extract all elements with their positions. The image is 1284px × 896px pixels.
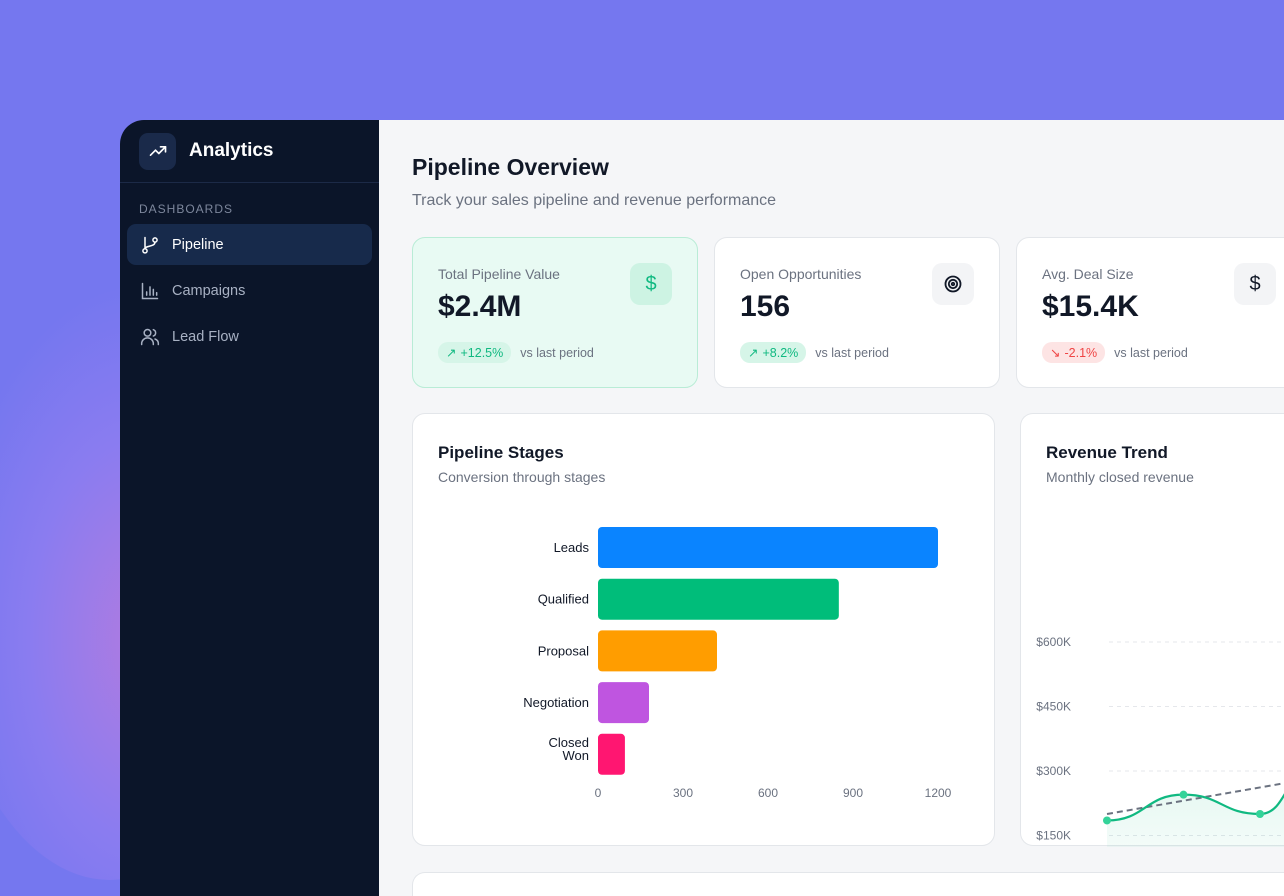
kpi-label: Avg. Deal Size: [1042, 266, 1134, 282]
bar-label: Leads: [554, 540, 590, 555]
kpi-note: vs last period: [1114, 345, 1188, 360]
bar-label: Proposal: [538, 643, 589, 658]
bar-chart-icon: [141, 282, 159, 299]
sidebar-item-lead-flow[interactable]: Lead Flow: [127, 316, 372, 357]
bar-leads: [598, 527, 938, 568]
bar-negotiation: [598, 682, 649, 724]
x-tick-label: 0: [595, 786, 602, 800]
kpi-card-total-pipeline: Total Pipeline Value $2.4M $ ↗ +12.5% vs l…: [412, 237, 698, 388]
revenue-trend-card: Revenue Trend Monthly closed revenue $0K…: [1020, 413, 1284, 847]
revenue-area: [1107, 794, 1284, 847]
change-value: +8.2%: [762, 345, 799, 360]
sidebar-item-label: Campaigns: [172, 282, 246, 299]
card-subtitle: Conversion through stages: [438, 469, 606, 485]
bottom-card: [412, 872, 1284, 896]
trend-line: [1106, 782, 1284, 815]
app-title: Analytics: [189, 140, 274, 161]
dollar-icon: $: [630, 263, 672, 305]
trending-up-icon: ↗: [748, 346, 759, 360]
pipeline-stages-card: Pipeline Stages Conversion through stage…: [412, 413, 995, 846]
change-badge: ↘ -2.1%: [1042, 342, 1106, 363]
card-subtitle: Monthly closed revenue: [1046, 469, 1194, 485]
bar-closed-won: [598, 733, 625, 775]
change-value: +12.5%: [460, 345, 504, 360]
bar-qualified: [598, 578, 839, 620]
bar-label: Closed: [549, 735, 589, 750]
card-title: Pipeline Stages: [438, 443, 564, 462]
y-tick-label: $600K: [1036, 635, 1071, 649]
pipeline-stages-chart: Leads Qualified Proposal Negotiation ClosedW…: [523, 527, 952, 800]
revenue-trend-chart: $0K$150K$300K$450K$600KJulAugSep: [1036, 635, 1284, 847]
page-title: Pipeline Overview: [412, 154, 609, 180]
users-icon: [140, 328, 160, 345]
y-tick-label: $150K: [1036, 829, 1071, 843]
change-badge: ↗ +8.2%: [740, 342, 807, 363]
section-label: DASHBOARDS: [139, 202, 234, 216]
x-tick-label: 600: [758, 786, 778, 800]
sidebar-nav: Pipeline Campaigns Lead Flow: [127, 224, 372, 357]
sidebar-item-pipeline[interactable]: Pipeline: [127, 224, 372, 265]
brand: Analytics: [120, 120, 379, 183]
kpi-value: 156: [740, 290, 791, 323]
trending-down-icon: ↘: [1050, 346, 1061, 360]
card-title: Revenue Trend: [1046, 443, 1168, 462]
kpi-value: $2.4M: [438, 290, 522, 323]
bar-label: Negotiation: [523, 695, 589, 710]
trending-up-icon: [139, 132, 176, 170]
main-content: Pipeline Overview Track your sales pipel…: [379, 120, 1284, 896]
kpi-card-avg-deal-size: Avg. Deal Size $15.4K $ ↘ -2.1% vs last pe…: [1016, 237, 1284, 388]
bar-proposal: [598, 630, 717, 672]
data-point-aug: [1179, 790, 1188, 799]
app-window: Analytics DASHBOARDS Pipeline Campaigns …: [120, 120, 1284, 896]
sidebar: Analytics DASHBOARDS Pipeline Campaigns …: [120, 120, 379, 896]
x-tick-label: 300: [673, 786, 693, 800]
y-tick-label: $450K: [1036, 700, 1071, 714]
kpi-label: Total Pipeline Value: [438, 266, 560, 282]
data-point-sep: [1256, 810, 1264, 818]
sidebar-item-campaigns[interactable]: Campaigns: [127, 270, 372, 311]
sidebar-item-label: Lead Flow: [172, 328, 239, 345]
x-tick-label: 1200: [925, 786, 952, 800]
bar-label: Won: [563, 748, 590, 763]
x-tick-label: 900: [843, 786, 863, 800]
dollar-icon: $: [1234, 263, 1276, 305]
y-tick-label: $300K: [1036, 764, 1071, 778]
data-point-jul: [1103, 816, 1111, 825]
kpi-value: $15.4K: [1042, 290, 1139, 323]
change-badge: ↗ +12.5%: [438, 342, 512, 363]
change-value: -2.1%: [1064, 345, 1098, 360]
kpi-note: vs last period: [520, 345, 594, 360]
page-subtitle: Track your sales pipeline and revenue pe…: [412, 192, 777, 209]
kpi-note: vs last period: [815, 345, 889, 360]
revenue-line: [1106, 793, 1284, 822]
kpi-card-open-opportunities: Open Opportunities 156 ↗ +8.2% vs last per…: [714, 237, 1000, 388]
target-icon: [932, 263, 974, 305]
git-branch-icon: [142, 236, 158, 254]
trending-up-icon: ↗: [446, 346, 457, 360]
sidebar-item-label: Pipeline: [172, 236, 224, 253]
kpi-label: Open Opportunities: [740, 266, 862, 282]
bar-label: Qualified: [538, 592, 589, 607]
